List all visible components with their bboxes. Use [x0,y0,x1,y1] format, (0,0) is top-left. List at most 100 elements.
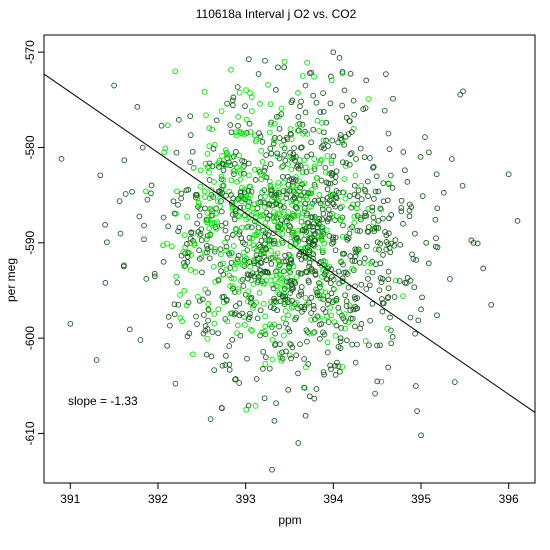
data-point [292,280,299,287]
data-point [234,322,241,329]
data-point [274,307,280,314]
data-point [378,378,385,385]
data-point [245,215,252,222]
data-point [353,205,360,212]
data-point [260,348,267,355]
data-point [139,144,146,151]
data-point [274,267,281,274]
data-point [170,198,177,205]
data-point [299,73,306,79]
data-point [386,215,392,222]
data-point [284,188,290,195]
data-point [271,218,278,225]
data-point [185,299,192,306]
data-point [215,306,222,313]
data-point [311,73,317,80]
data-point [375,188,382,195]
data-point [372,390,378,397]
data-point [266,237,273,244]
data-point [197,205,204,212]
data-point [233,303,239,309]
data-point [217,246,224,252]
data-point [263,174,270,181]
data-point [294,127,301,134]
data-point [160,258,167,265]
data-point [224,234,231,241]
data-point [404,274,411,281]
data-point [220,271,227,278]
data-point [175,201,181,208]
data-point [261,254,268,260]
data-point [289,287,295,293]
data-point [242,321,248,328]
data-point [390,95,396,102]
data-point [211,142,218,148]
data-point [301,249,307,256]
data-point [174,279,181,286]
data-point [184,333,191,340]
data-point [280,163,286,169]
data-point [220,161,227,168]
data-point [310,126,317,133]
data-point [320,329,326,336]
data-point [323,227,330,234]
data-point [374,239,381,246]
data-point [514,218,521,224]
data-point [292,195,298,202]
data-point [353,156,359,162]
data-point [167,322,173,329]
data-point [339,312,345,319]
data-point [262,323,269,330]
data-point [337,205,344,211]
data-point [235,288,242,295]
data-point [245,56,252,63]
data-point [292,236,298,243]
data-point [320,108,327,115]
data-point [235,252,242,259]
data-point [281,282,288,289]
data-point [202,286,209,293]
data-point [342,325,348,332]
data-point [299,169,306,176]
data-point [266,201,272,208]
data-point [256,130,262,137]
data-point [402,167,408,174]
data-point [448,156,455,162]
data-point [259,139,266,145]
data-point [232,376,238,383]
data-point [235,286,242,292]
data-point [286,222,293,229]
data-point [295,440,302,446]
data-point [365,193,371,200]
data-point [297,184,303,191]
data-point [341,269,347,276]
data-point [286,352,293,359]
data-point [337,335,344,342]
data-point [233,129,240,136]
data-point [320,296,327,303]
data-point [397,241,404,248]
data-point [226,343,233,349]
data-point [313,286,319,293]
data-point [373,224,379,231]
data-point [322,289,329,296]
data-point [223,352,229,359]
data-point [324,276,331,283]
data-point [160,242,166,249]
data-point [209,329,216,335]
data-point [302,294,309,301]
data-point [334,359,340,366]
data-point [344,236,351,243]
data-point [214,198,221,204]
data-point [226,188,233,195]
data-point [385,268,392,275]
data-point [244,355,250,362]
data-point [301,306,308,313]
data-point [122,191,129,197]
data-point [228,199,235,206]
data-point [239,184,245,191]
data-point [206,160,213,167]
data-point [459,182,466,189]
data-point [262,268,269,275]
data-point [267,304,274,310]
